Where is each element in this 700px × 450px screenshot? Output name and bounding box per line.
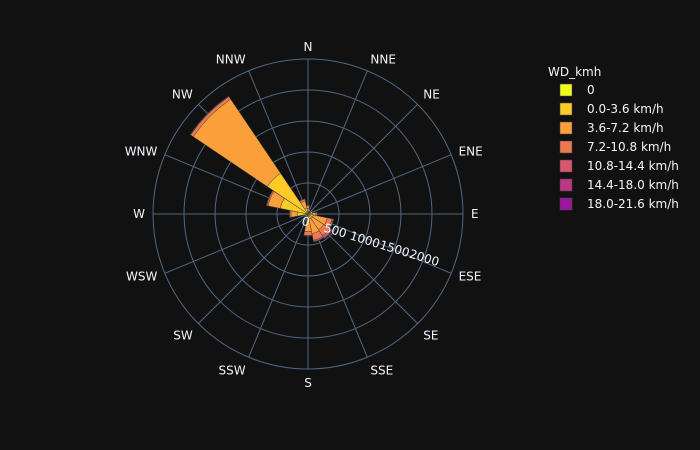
radial-tick-1500: 1500	[378, 238, 411, 260]
direction-label-ssw: SSW	[219, 364, 246, 378]
bar-sse-series-6[interactable]	[313, 237, 325, 243]
legend-label-5[interactable]: 14.4-18.0 km/h	[587, 178, 679, 192]
angular-grid-line	[307, 154, 452, 215]
angular-grid-line	[248, 213, 309, 358]
direction-label-w: W	[133, 207, 145, 221]
direction-label-ene: ENE	[459, 145, 483, 159]
polar-bars	[189, 95, 335, 243]
legend-title: WD_kmh	[548, 65, 601, 79]
legend-swatch-3[interactable]	[559, 140, 573, 154]
legend-swatch-6[interactable]	[559, 197, 573, 211]
direction-label-wsw: WSW	[126, 269, 157, 283]
bar-wnw-series-5[interactable]	[266, 190, 274, 206]
radial-tick-0: 0	[300, 214, 311, 230]
angular-grid-line	[164, 213, 309, 274]
angular-grid-line	[248, 70, 309, 215]
legend-swatch-2[interactable]	[559, 121, 573, 135]
direction-label-n: N	[304, 40, 313, 54]
legend-label-0[interactable]: 0	[587, 83, 595, 97]
direction-label-e: E	[471, 207, 479, 221]
bar-nnw-series-5[interactable]	[299, 198, 306, 202]
bar-ssw-series-4[interactable]	[305, 216, 308, 218]
direction-label-se: SE	[423, 328, 438, 342]
direction-label-nw: NW	[172, 88, 193, 102]
legend-label-1[interactable]: 0.0-3.6 km/h	[587, 102, 664, 116]
direction-label-s: S	[304, 376, 312, 390]
direction-label-nne: NNE	[370, 52, 396, 66]
radial-tick-2000: 2000	[408, 247, 441, 269]
bar-nw-series-5[interactable]	[189, 95, 230, 136]
radial-tick-1000: 1000	[348, 229, 381, 251]
legend-swatch-0[interactable]	[559, 83, 573, 97]
legend-label-3[interactable]: 7.2-10.8 km/h	[587, 140, 671, 154]
bar-se-series-6[interactable]	[324, 230, 333, 239]
angular-grid-line	[198, 213, 309, 324]
legend-swatch-5[interactable]	[559, 178, 573, 192]
angular-grid-line	[307, 104, 418, 215]
direction-label-ese: ESE	[459, 269, 482, 283]
legend-swatch-1[interactable]	[559, 102, 573, 116]
legend-label-2[interactable]: 3.6-7.2 km/h	[587, 121, 664, 135]
legend-label-6[interactable]: 18.0-21.6 km/h	[587, 197, 679, 211]
direction-label-sw: SW	[173, 328, 193, 342]
legend-swatch-4[interactable]	[559, 159, 573, 173]
direction-label-sse: SSE	[370, 364, 393, 378]
legend[interactable]: WD_kmh 0 0.0-3.6 km/h 3.6-7.2 km/h 7.2-10.8…	[548, 65, 679, 211]
direction-label-ne: NE	[423, 88, 440, 102]
angular-tick-labels: N NNE NE ENE E ESE SE SSE S SSW SW WSW W WNW NW NNW	[125, 40, 483, 390]
bar-s-series-5[interactable]	[303, 235, 313, 237]
legend-label-4[interactable]: 10.8-14.4 km/h	[587, 159, 679, 173]
radial-tick-500: 500	[322, 221, 348, 241]
direction-label-wnw: WNW	[125, 145, 158, 159]
angular-grid-line	[307, 70, 368, 215]
direction-label-nnw: NNW	[216, 52, 246, 66]
bar-s-series-3[interactable]	[303, 231, 313, 236]
